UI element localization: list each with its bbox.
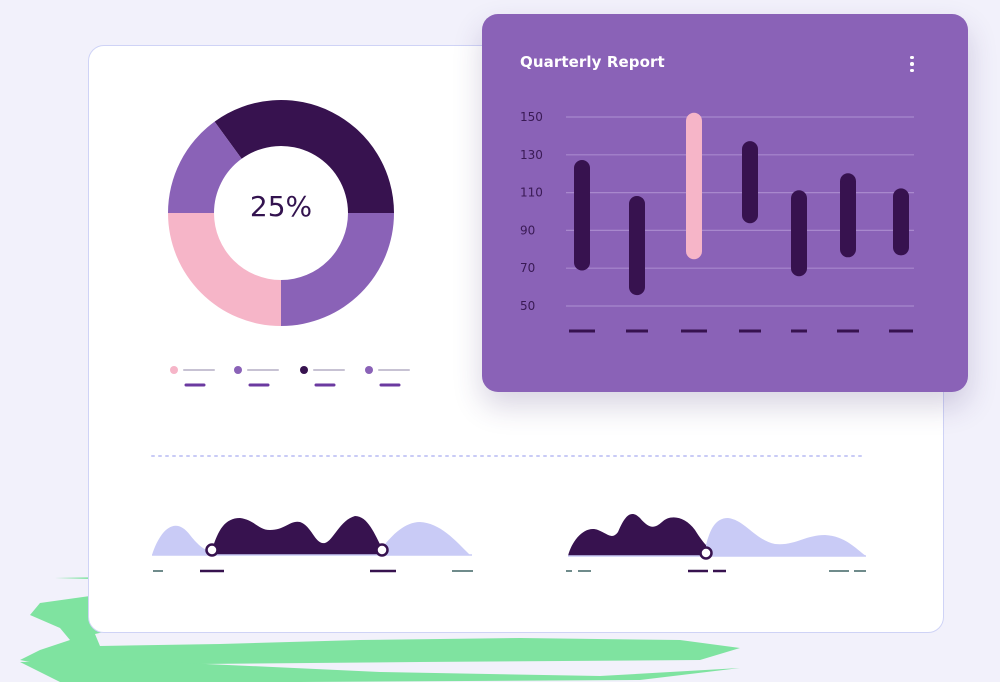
area-series-light (152, 525, 212, 555)
y-tick-label: 110 (520, 186, 543, 200)
donut-slice (168, 121, 242, 213)
y-tick-label: 70 (520, 261, 535, 275)
y-tick-label: 90 (520, 223, 535, 237)
donut-slice (168, 213, 281, 326)
menu-dot (910, 55, 914, 60)
y-tick-label: 50 (520, 299, 535, 313)
quarterly-report-card: Quarterly Report (482, 14, 968, 392)
donut-slice (214, 99, 394, 213)
area-series-dark (568, 513, 706, 556)
y-tick-label: 150 (520, 110, 543, 124)
area-series-dark (212, 516, 382, 555)
area-series-light (382, 522, 470, 555)
card-title: Quarterly Report (520, 53, 665, 71)
legend-dot (234, 366, 242, 374)
kebab-menu-icon[interactable] (900, 52, 924, 76)
menu-dot (910, 68, 914, 73)
range-handle-start (205, 543, 219, 557)
legend-dot (365, 366, 373, 374)
menu-dot (910, 62, 914, 66)
y-tick-label: 130 (520, 148, 543, 162)
legend-dot (170, 366, 178, 374)
legend-dot (300, 366, 308, 374)
donut-center-label: 25% (249, 190, 313, 223)
range-handle (699, 546, 713, 560)
range-handle-end (375, 543, 389, 557)
donut-slice (281, 213, 394, 326)
area-series-light (706, 518, 866, 556)
